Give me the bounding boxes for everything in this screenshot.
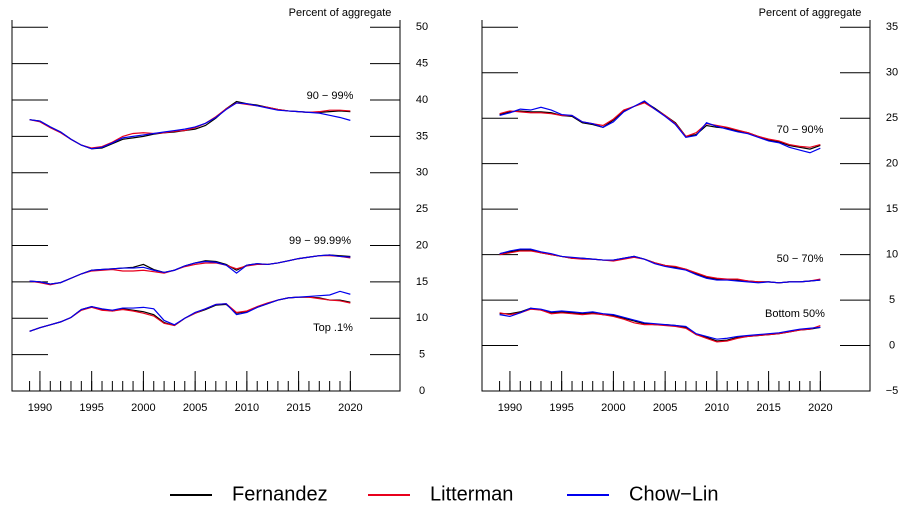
series-line — [499, 307, 821, 340]
y-tick-label: 0 — [419, 385, 425, 397]
y-tick-label: 30 — [886, 67, 898, 79]
axis-frame — [11, 20, 401, 392]
y-tick-label: 35 — [886, 21, 898, 33]
y-tick-label: 50 — [416, 21, 428, 33]
y-tick-label: 10 — [416, 312, 428, 324]
x-tick-label: 2010 — [235, 402, 259, 414]
legend-label: Litterman — [430, 483, 513, 505]
y-tick-label: 5 — [419, 349, 425, 361]
series-line — [29, 296, 351, 332]
legend-label: Chow−Lin — [629, 483, 719, 505]
y-tick-label: 15 — [416, 276, 428, 288]
x-tick-label: 2020 — [808, 402, 832, 414]
series-line — [29, 255, 351, 286]
y-tick-label: 0 — [889, 339, 895, 351]
y-tick-label: 45 — [416, 58, 428, 70]
series-line — [29, 290, 351, 332]
axis-label: Percent of aggregate — [289, 7, 392, 19]
y-tick-label: 20 — [416, 239, 428, 251]
group-label: Bottom 50% — [765, 308, 825, 320]
x-tick-label: 2020 — [338, 402, 362, 414]
legend: Fernandez Litterman Chow−Lin — [170, 483, 719, 505]
y-tick-label: 20 — [886, 158, 898, 170]
x-tick-label: 2000 — [131, 402, 155, 414]
y-tick-label: 25 — [886, 112, 898, 124]
series-line — [499, 250, 821, 284]
series-line — [29, 102, 351, 150]
x-tick-label: 2005 — [183, 402, 207, 414]
y-tick-label: 35 — [416, 130, 428, 142]
x-tick-label: 2010 — [705, 402, 729, 414]
y-tick-label: 25 — [416, 203, 428, 215]
y-tick-label: 5 — [889, 294, 895, 306]
group-label: 90 − 99% — [307, 90, 354, 102]
y-tick-label: 30 — [416, 167, 428, 179]
series-line — [499, 249, 821, 284]
x-tick-label: 2000 — [601, 402, 625, 414]
x-tick-label: 1990 — [498, 402, 522, 414]
x-tick-label: 2015 — [756, 402, 780, 414]
series-line — [29, 102, 351, 149]
series-line — [499, 248, 821, 284]
y-tick-label: 40 — [416, 94, 428, 106]
y-tick-label: 10 — [886, 249, 898, 261]
series-line — [29, 296, 351, 332]
series-line — [29, 100, 351, 150]
y-tick-label: 15 — [886, 203, 898, 215]
group-label: 99 − 99.99% — [289, 235, 351, 247]
x-tick-label: 1995 — [79, 402, 103, 414]
axis-frame — [481, 20, 871, 392]
group-label: Top .1% — [313, 322, 353, 334]
y-tick-label: −5 — [886, 385, 899, 397]
group-label: 50 − 70% — [777, 253, 824, 265]
series-line — [499, 100, 821, 154]
x-tick-label: 2015 — [286, 402, 310, 414]
group-label: 70 − 90% — [777, 124, 824, 136]
series-line — [499, 308, 821, 343]
axis-label: Percent of aggregate — [759, 7, 862, 19]
x-tick-label: 1995 — [549, 402, 573, 414]
x-tick-label: 2005 — [653, 402, 677, 414]
x-tick-label: 1990 — [28, 402, 52, 414]
series-line — [29, 254, 351, 285]
series-line — [29, 254, 351, 285]
legend-label: Fernandez — [232, 483, 328, 505]
